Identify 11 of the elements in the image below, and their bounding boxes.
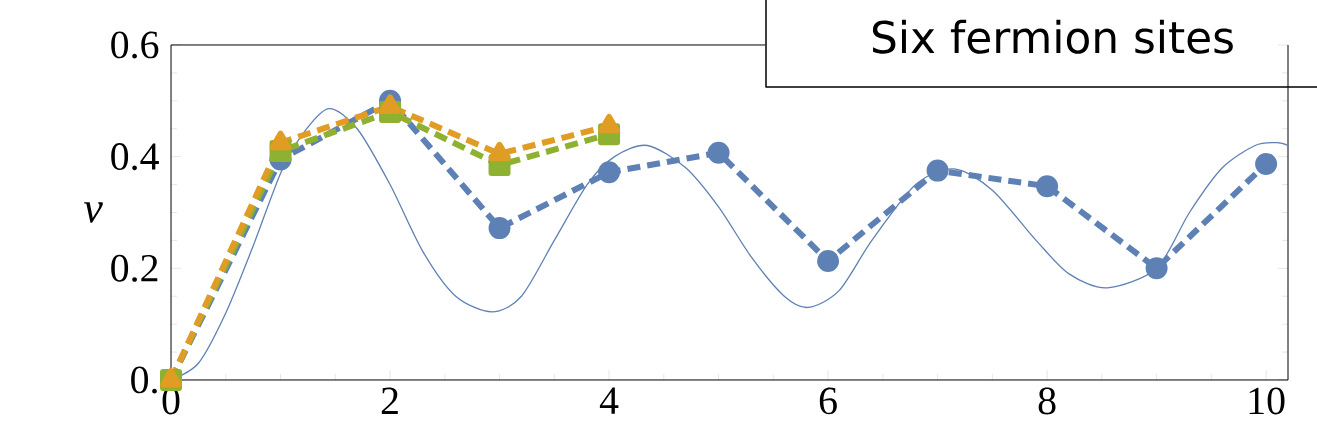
y-tick-label: 0.6	[111, 31, 159, 59]
x-tick-label: 4	[599, 387, 619, 414]
y-tick-label: 0.2	[111, 254, 158, 282]
x-tick-label: 6	[819, 387, 837, 415]
x-tick-label: 8	[1038, 387, 1056, 415]
annotation: Six fermion sites	[872, 19, 1233, 54]
y-tick-label: 0.	[131, 366, 157, 394]
y-axis-title: ν	[83, 202, 103, 223]
y-tick-label: 0.4	[111, 143, 159, 171]
x-tick-label: 10	[1249, 387, 1285, 415]
x-tick-label: 2	[381, 387, 398, 414]
